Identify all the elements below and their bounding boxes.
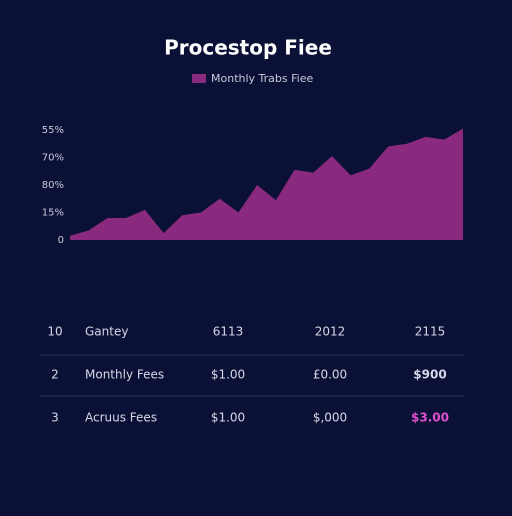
y-tick-label: 70%	[42, 153, 64, 164]
table-cell: Monthly Fees	[85, 368, 164, 382]
table-cell: 10	[47, 325, 62, 339]
table-cell: Gantey	[85, 325, 128, 339]
area	[70, 128, 463, 240]
table-cell: 6113	[213, 325, 244, 339]
table-cell: $,000	[313, 411, 347, 425]
table-cell: $1.00	[211, 411, 245, 425]
table-cell: 2012	[315, 325, 346, 339]
y-tick-label: 80%	[42, 180, 64, 191]
table-cell: 2115	[415, 325, 446, 339]
table-cell: Acruus Fees	[85, 411, 157, 425]
y-tick-label: 55%	[42, 125, 64, 136]
legend-swatch	[192, 74, 206, 83]
table-cell: $1.00	[211, 368, 245, 382]
y-tick-label: 0	[58, 235, 64, 246]
table-cell: 2	[51, 368, 59, 382]
table-cell: $900	[413, 368, 446, 382]
y-tick-label: 15%	[42, 208, 64, 219]
legend-label: Monthly Trabs Fiee	[211, 72, 313, 85]
table-cell: 3	[51, 411, 59, 425]
chart-title: Procestop Fiee	[164, 36, 332, 60]
table-cell: £0.00	[313, 368, 347, 382]
table-cell: $3.00	[411, 411, 449, 425]
